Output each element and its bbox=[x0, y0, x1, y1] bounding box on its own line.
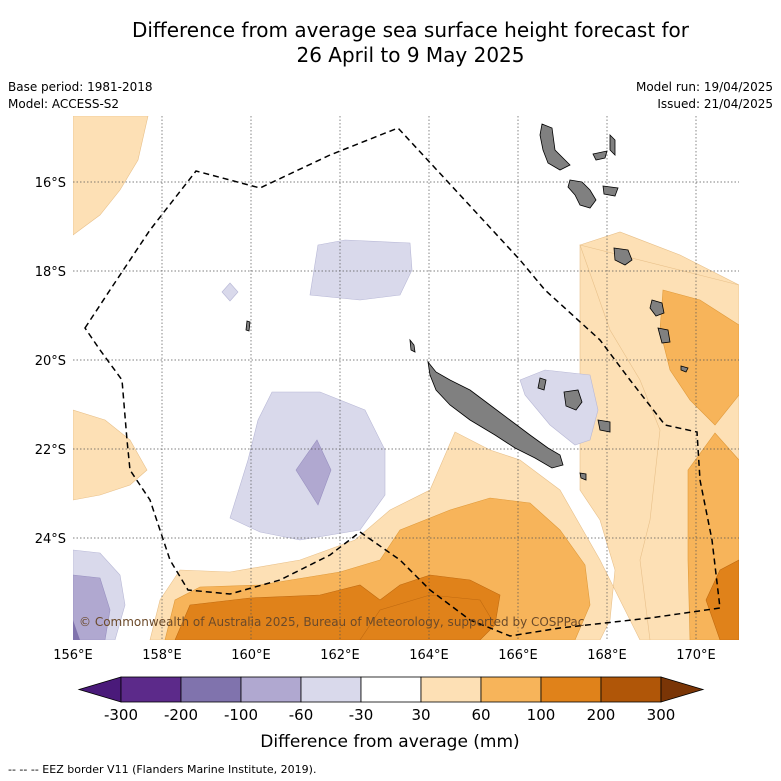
eez-border bbox=[84, 127, 721, 637]
meta-left: Base period: 1981-2018 Model: ACCESS-S2 bbox=[8, 79, 153, 113]
title-line-1: Difference from average sea surface heig… bbox=[131, 18, 690, 42]
colorbar-swatch bbox=[300, 676, 362, 703]
eez-legend-note: -- -- -- EEZ border V11 (Flanders Marine… bbox=[8, 763, 317, 776]
new-caledonia bbox=[427, 360, 564, 469]
colorbar-tick-label: 60 bbox=[471, 706, 490, 724]
colorbar-tick-label: -30 bbox=[349, 706, 374, 724]
colorbar-tick-label: 100 bbox=[527, 706, 556, 724]
colorbar-tick-label: -100 bbox=[224, 706, 258, 724]
colorbar-swatch bbox=[240, 676, 302, 703]
colorbar-swatch bbox=[180, 676, 242, 703]
land-masses bbox=[245, 123, 689, 481]
lon-tick-label: 162°E bbox=[320, 648, 360, 663]
colorbar-swatch bbox=[480, 676, 542, 703]
lon-tick-label: 156°E bbox=[53, 648, 93, 663]
vanuatu-espiritu-santo bbox=[539, 123, 571, 171]
lon-tick-labels: 156°E 158°E 160°E 162°E 164°E 166°E 168°… bbox=[53, 648, 716, 663]
gridlines bbox=[73, 116, 739, 640]
colorbar-swatch bbox=[420, 676, 482, 703]
map-title: Difference from average sea surface heig… bbox=[0, 18, 781, 68]
anomaly-100-200 bbox=[174, 559, 739, 640]
meta-right: Model run: 19/04/2025 Issued: 21/04/2025 bbox=[636, 79, 773, 113]
base-period: Base period: 1981-2018 bbox=[8, 80, 153, 94]
colorbar-extend-high bbox=[660, 676, 705, 703]
colorbar-swatch bbox=[360, 676, 422, 703]
colorbar-tick-label: 300 bbox=[647, 706, 676, 724]
lat-tick-label: 22°S bbox=[35, 443, 66, 458]
title-line-2: 26 April to 9 May 2025 bbox=[296, 43, 525, 67]
lon-tick-label: 168°E bbox=[587, 648, 627, 663]
colorbar-label: Difference from average (mm) bbox=[260, 732, 519, 752]
colorbar-tick-label: -60 bbox=[289, 706, 314, 724]
colorbar-tick-label: 30 bbox=[411, 706, 430, 724]
colorbar: -300 -200 -100 -60 -30 30 60 100 200 300 bbox=[77, 676, 705, 724]
colorbar-tick-label: -200 bbox=[164, 706, 198, 724]
issued-date: Issued: 21/04/2025 bbox=[657, 97, 773, 111]
colorbar-swatch bbox=[120, 676, 182, 703]
model-run: Model run: 19/04/2025 bbox=[635, 80, 773, 94]
colorbar-extend-low bbox=[77, 676, 122, 703]
lon-tick-label: 160°E bbox=[231, 648, 271, 663]
map-area: © Commonwealth of Australia 2025, Bureau… bbox=[73, 116, 739, 640]
lat-tick-label: 20°S bbox=[35, 354, 66, 369]
colorbar-tick-label: 200 bbox=[587, 706, 616, 724]
lat-tick-label: 24°S bbox=[35, 532, 66, 547]
lat-tick-label: 18°S bbox=[35, 265, 66, 280]
lon-tick-label: 158°E bbox=[142, 648, 182, 663]
lon-tick-label: 166°E bbox=[498, 648, 538, 663]
anomaly-neg100-neg200 bbox=[73, 620, 80, 640]
lat-tick-labels: 16°S 18°S 20°S 22°S 24°S bbox=[35, 176, 66, 547]
anomaly-neg60-neg100 bbox=[73, 439, 332, 640]
copyright-note: © Commonwealth of Australia 2025, Bureau… bbox=[79, 615, 584, 629]
colorbar-swatch bbox=[600, 676, 662, 703]
model-name: Model: ACCESS-S2 bbox=[8, 97, 120, 111]
lon-tick-label: 164°E bbox=[409, 648, 449, 663]
lon-tick-label: 170°E bbox=[676, 648, 716, 663]
colorbar-tick-label: -300 bbox=[104, 706, 138, 724]
colorbar-swatch bbox=[540, 676, 602, 703]
lat-tick-label: 16°S bbox=[35, 176, 66, 191]
